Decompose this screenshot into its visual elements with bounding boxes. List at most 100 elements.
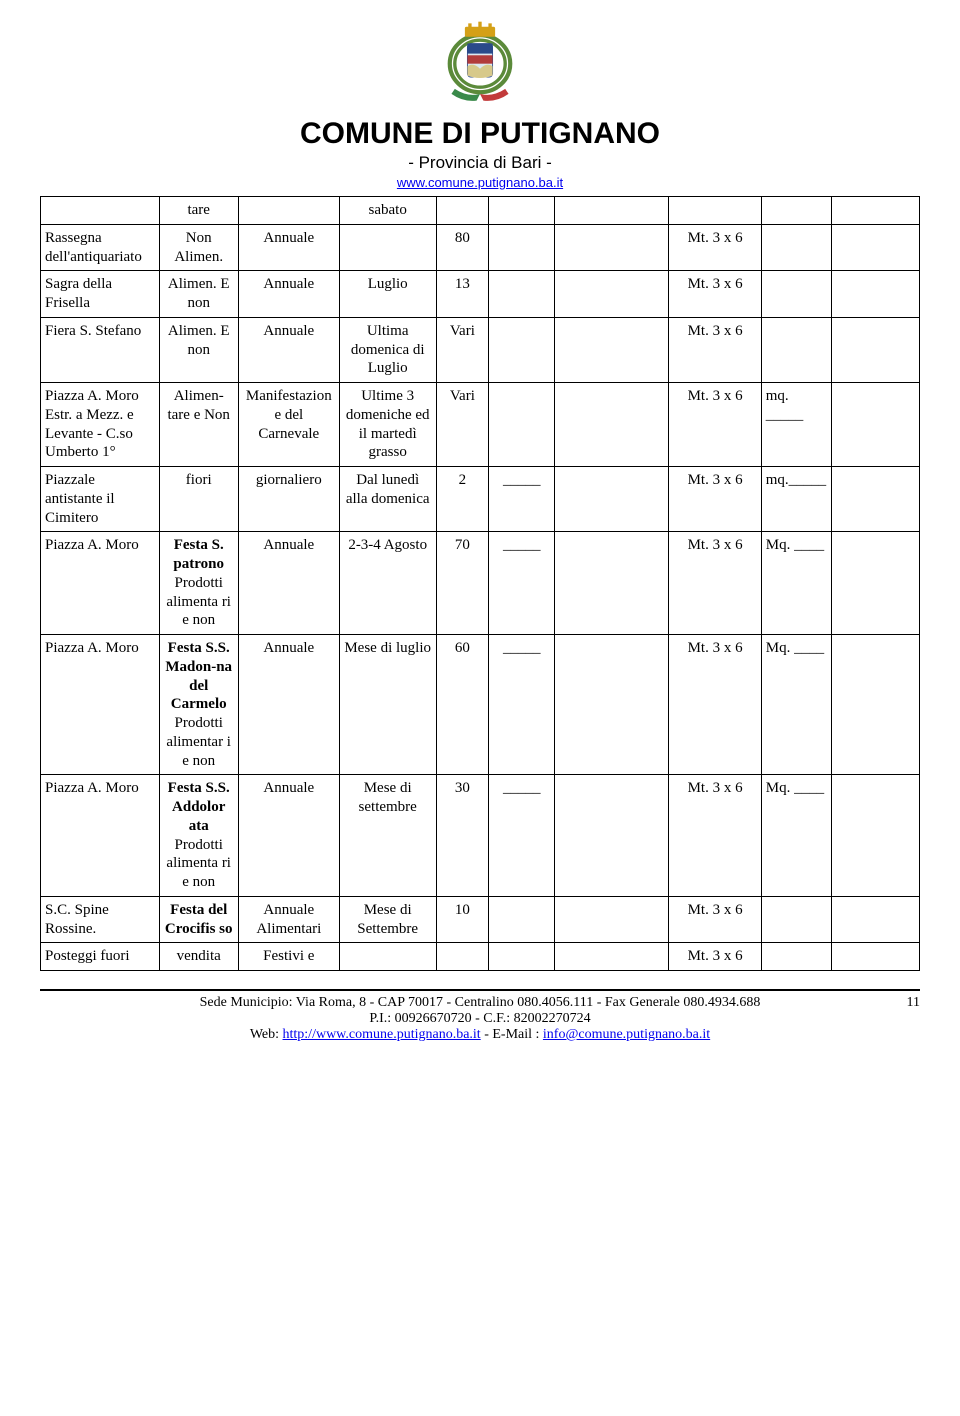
cell-period: Mese di settembre bbox=[339, 775, 436, 897]
cell-blank-a bbox=[489, 317, 555, 382]
cell-size: Mt. 3 x 6 bbox=[669, 532, 761, 635]
cell-mq: Mq. ____ bbox=[761, 775, 831, 897]
table-row: Piazza A. MoroFesta S. patrono Prodotti … bbox=[41, 532, 920, 635]
cell-size bbox=[669, 197, 761, 225]
cell-blank-a bbox=[489, 224, 555, 271]
cell-place: Piazzale antistante il Cimitero bbox=[41, 467, 160, 532]
cell-frequency: Annuale Alimentari bbox=[238, 896, 339, 943]
cell-period: Ultime 3 domeniche ed il martedì grasso bbox=[339, 383, 436, 467]
cell-type: Non Alimen. bbox=[159, 224, 238, 271]
cell-blank-b bbox=[555, 317, 669, 382]
cell-blank-a: _____ bbox=[489, 775, 555, 897]
cell-period: Ultima domenica di Luglio bbox=[339, 317, 436, 382]
cell-blank-a bbox=[489, 271, 555, 318]
cell-place: Piazza A. Moro bbox=[41, 635, 160, 775]
table-row: S.C. Spine Rossine.Festa del Crocifis so… bbox=[41, 896, 920, 943]
cell-type: Alimen. E non bbox=[159, 271, 238, 318]
footer-web-link[interactable]: http://www.comune.putignano.ba.it bbox=[283, 1027, 481, 1042]
cell-blank-b bbox=[555, 775, 669, 897]
cell-frequency: Annuale bbox=[238, 775, 339, 897]
cell-mq: mq. _____ bbox=[761, 383, 831, 467]
cell-type: Festa S. patrono Prodotti alimenta ri e … bbox=[159, 532, 238, 635]
cell-size: Mt. 3 x 6 bbox=[669, 775, 761, 897]
cell-quantity: 30 bbox=[436, 775, 489, 897]
cell-last bbox=[832, 224, 920, 271]
cell-blank-b bbox=[555, 635, 669, 775]
cell-blank-b bbox=[555, 271, 669, 318]
cell-place: S.C. Spine Rossine. bbox=[41, 896, 160, 943]
cell-last bbox=[832, 943, 920, 971]
cell-blank-b bbox=[555, 532, 669, 635]
cell-place: Sagra della Frisella bbox=[41, 271, 160, 318]
footer-email-link[interactable]: info@comune.putignano.ba.it bbox=[543, 1027, 710, 1042]
cell-size: Mt. 3 x 6 bbox=[669, 896, 761, 943]
cell-blank-b bbox=[555, 224, 669, 271]
cell-type: Alimen. E non bbox=[159, 317, 238, 382]
cell-blank-a: _____ bbox=[489, 467, 555, 532]
cell-quantity: 60 bbox=[436, 635, 489, 775]
cell-last bbox=[832, 271, 920, 318]
page-title: COMUNE DI PUTIGNANO bbox=[40, 117, 920, 151]
footer-line-3: Web: http://www.comune.putignano.ba.it -… bbox=[40, 1027, 920, 1043]
cell-frequency: giornaliero bbox=[238, 467, 339, 532]
cell-quantity bbox=[436, 943, 489, 971]
cell-size: Mt. 3 x 6 bbox=[669, 224, 761, 271]
header-link[interactable]: www.comune.putignano.ba.it bbox=[397, 175, 563, 190]
cell-frequency: Manifestazione del Carnevale bbox=[238, 383, 339, 467]
cell-mq: Mq. ____ bbox=[761, 532, 831, 635]
cell-blank-a bbox=[489, 383, 555, 467]
cell-mq bbox=[761, 943, 831, 971]
cell-type: Festa S.S. Addolor ata Prodotti alimenta… bbox=[159, 775, 238, 897]
cell-quantity: 13 bbox=[436, 271, 489, 318]
cell-frequency: Annuale bbox=[238, 224, 339, 271]
cell-blank-b bbox=[555, 467, 669, 532]
cell-size: Mt. 3 x 6 bbox=[669, 467, 761, 532]
cell-place bbox=[41, 197, 160, 225]
cell-blank-b bbox=[555, 943, 669, 971]
table-row: Piazzale antistante il Cimiterofiorigior… bbox=[41, 467, 920, 532]
cell-size: Mt. 3 x 6 bbox=[669, 317, 761, 382]
cell-blank-b bbox=[555, 383, 669, 467]
cell-blank-b bbox=[555, 896, 669, 943]
cell-mq: mq._____ bbox=[761, 467, 831, 532]
table-row: taresabato bbox=[41, 197, 920, 225]
cell-blank-a bbox=[489, 197, 555, 225]
table-row: Posteggi fuorivenditaFestivi eMt. 3 x 6 bbox=[41, 943, 920, 971]
cell-mq bbox=[761, 271, 831, 318]
page-subtitle: - Provincia di Bari - bbox=[40, 153, 920, 173]
page-number: 11 bbox=[907, 995, 920, 1011]
cell-last bbox=[832, 317, 920, 382]
table-row: Sagra della FrisellaAlimen. E nonAnnuale… bbox=[41, 271, 920, 318]
cell-quantity: 10 bbox=[436, 896, 489, 943]
cell-frequency: Annuale bbox=[238, 532, 339, 635]
cell-quantity: Vari bbox=[436, 317, 489, 382]
cell-type: Festa S.S. Madon-na del Carmelo Prodotti… bbox=[159, 635, 238, 775]
cell-period: Luglio bbox=[339, 271, 436, 318]
cell-size: Mt. 3 x 6 bbox=[669, 943, 761, 971]
cell-place: Posteggi fuori bbox=[41, 943, 160, 971]
cell-size: Mt. 3 x 6 bbox=[669, 271, 761, 318]
cell-mq: Mq. ____ bbox=[761, 635, 831, 775]
table-row: Piazza A. MoroFesta S.S. Madon-na del Ca… bbox=[41, 635, 920, 775]
cell-quantity: 80 bbox=[436, 224, 489, 271]
cell-blank-a: _____ bbox=[489, 532, 555, 635]
page-url: www.comune.putignano.ba.it bbox=[40, 175, 920, 190]
cell-frequency: Annuale bbox=[238, 317, 339, 382]
cell-mq bbox=[761, 224, 831, 271]
cell-mq bbox=[761, 896, 831, 943]
cell-blank-a bbox=[489, 896, 555, 943]
cell-place: Rassegna dell'antiquariato bbox=[41, 224, 160, 271]
cell-blank-a: _____ bbox=[489, 635, 555, 775]
cell-period: 2-3-4 Agosto bbox=[339, 532, 436, 635]
cell-period: sabato bbox=[339, 197, 436, 225]
cell-period: Mese di luglio bbox=[339, 635, 436, 775]
footer-line-2: P.I.: 00926670720 - C.F.: 82002270724 bbox=[40, 1011, 920, 1027]
cell-last bbox=[832, 532, 920, 635]
cell-type: fiori bbox=[159, 467, 238, 532]
footer-line-1: Sede Municipio: Via Roma, 8 - CAP 70017 … bbox=[40, 995, 920, 1011]
cell-period: Mese di Settembre bbox=[339, 896, 436, 943]
cell-last bbox=[832, 467, 920, 532]
cell-last bbox=[832, 383, 920, 467]
events-table: taresabatoRassegna dell'antiquariatoNon … bbox=[40, 196, 920, 971]
cell-last bbox=[832, 775, 920, 897]
